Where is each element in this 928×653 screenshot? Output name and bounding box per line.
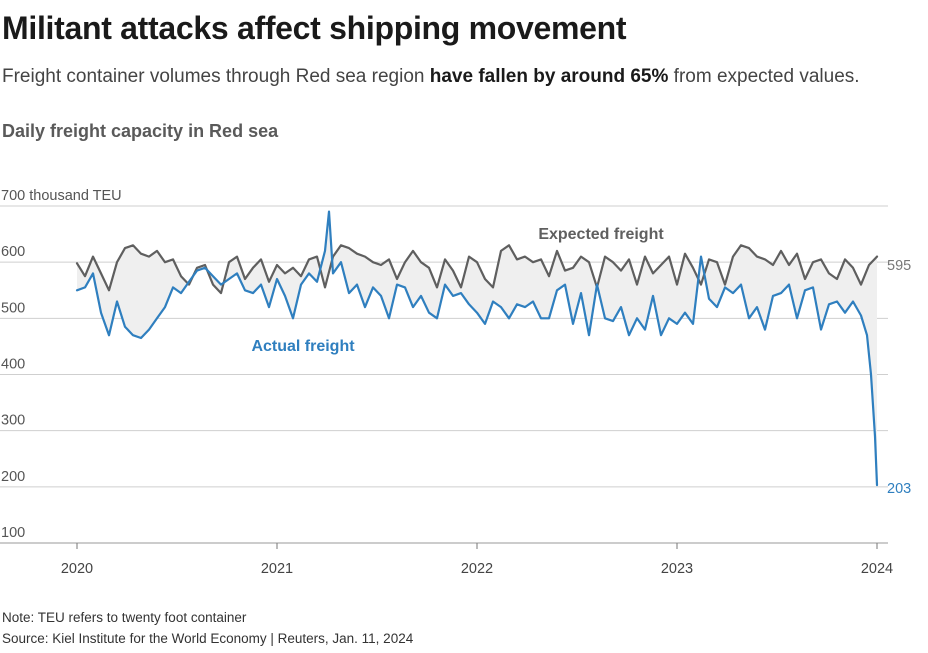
expected-freight-annotation: Expected freight bbox=[538, 226, 664, 243]
chart-labels: 100 200 300 400 500 600 700 thousand TEU 2020 20… bbox=[1, 188, 911, 577]
page-subtitle: Freight container volumes through Red se… bbox=[2, 66, 860, 88]
gap-area bbox=[77, 211, 877, 486]
y-tick-label: 600 bbox=[1, 244, 25, 260]
footnote: Note: TEU refers to twenty foot containe… bbox=[2, 610, 247, 625]
expected-freight-line bbox=[75, 244, 879, 295]
y-tick-label: 100 bbox=[1, 525, 25, 541]
y-tick-label: 200 bbox=[1, 469, 25, 485]
x-tick-label: 2020 bbox=[61, 561, 93, 577]
y-tick-label: 300 bbox=[1, 413, 25, 429]
line-chart: 100 200 300 400 500 600 700 thousand TEU 2020 20… bbox=[0, 188, 911, 577]
chart-heading: Daily freight capacity in Red sea bbox=[2, 121, 279, 141]
subtitle-emphasis: have fallen by around 65% bbox=[429, 66, 669, 87]
expected-end-label: 595 bbox=[887, 258, 911, 274]
actual-freight-line bbox=[75, 210, 879, 487]
page-title: Militant attacks affect shipping movemen… bbox=[2, 10, 627, 46]
x-tick-label: 2022 bbox=[461, 561, 493, 577]
x-tick-label: 2024 bbox=[861, 561, 893, 577]
x-tick-label: 2021 bbox=[261, 561, 293, 577]
actual-end-label: 203 bbox=[887, 481, 911, 497]
x-tick-label: 2023 bbox=[661, 561, 693, 577]
source-credit: Source: Kiel Institute for the World Eco… bbox=[2, 631, 414, 646]
y-tick-label: 500 bbox=[1, 300, 25, 316]
chart-lines bbox=[75, 210, 879, 487]
actual-freight-annotation: Actual freight bbox=[251, 338, 355, 355]
y-tick-label: 400 bbox=[1, 357, 25, 373]
y-tick-label: 700 thousand TEU bbox=[1, 188, 122, 204]
subtitle-tail: from expected values. bbox=[668, 66, 860, 87]
subtitle-text: Freight container volumes through Red se… bbox=[2, 66, 430, 87]
gap-fill bbox=[77, 211, 877, 486]
